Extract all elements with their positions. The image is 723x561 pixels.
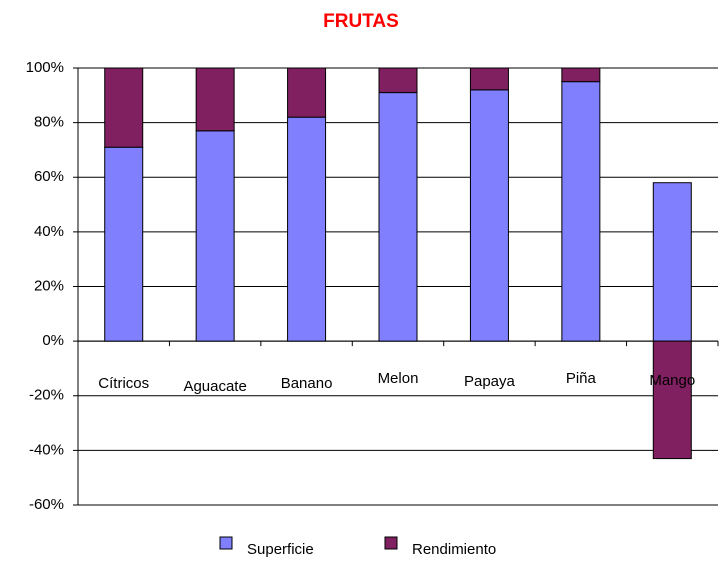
bar-segment <box>561 67 601 83</box>
y-tick-label: 20% <box>34 277 64 294</box>
bar-segment <box>652 340 692 460</box>
y-tick-label: 60% <box>34 168 64 185</box>
legend-swatch <box>219 536 233 550</box>
bar-segment <box>104 67 144 148</box>
y-tick-label: -60% <box>29 496 64 513</box>
bar-segment <box>378 67 418 94</box>
x-tick-label: Banano <box>281 375 333 392</box>
y-tick-label: -20% <box>29 387 64 404</box>
bar-segment <box>469 67 509 91</box>
y-tick-label: 40% <box>34 223 64 240</box>
bar-segment <box>287 67 327 118</box>
y-tick-label: -40% <box>29 441 64 458</box>
bar-segment <box>561 81 601 342</box>
bar-segment <box>469 89 509 342</box>
chart-title: FRUTAS <box>323 11 399 32</box>
x-tick-label: Aguacate <box>183 378 246 395</box>
legend-swatch <box>384 536 398 550</box>
x-tick-label: Piña <box>566 370 597 387</box>
x-tick-label: Cítricos <box>98 375 149 392</box>
y-tick-label: 100% <box>26 59 64 76</box>
x-tick-label: Papaya <box>464 373 516 390</box>
bar-segment <box>195 67 235 132</box>
bar-segment <box>287 116 327 342</box>
x-tick-label: Mango <box>649 372 695 389</box>
bar-segment <box>378 92 418 342</box>
bar-segment <box>652 182 692 342</box>
bar-segment <box>104 146 144 342</box>
y-tick-label: 80% <box>34 114 64 131</box>
x-tick-label: Melon <box>378 370 419 387</box>
legend-label: Superficie <box>247 541 314 558</box>
bar-segment <box>195 130 235 342</box>
y-tick-label: 0% <box>42 332 64 349</box>
legend-label: Rendimiento <box>412 541 496 558</box>
